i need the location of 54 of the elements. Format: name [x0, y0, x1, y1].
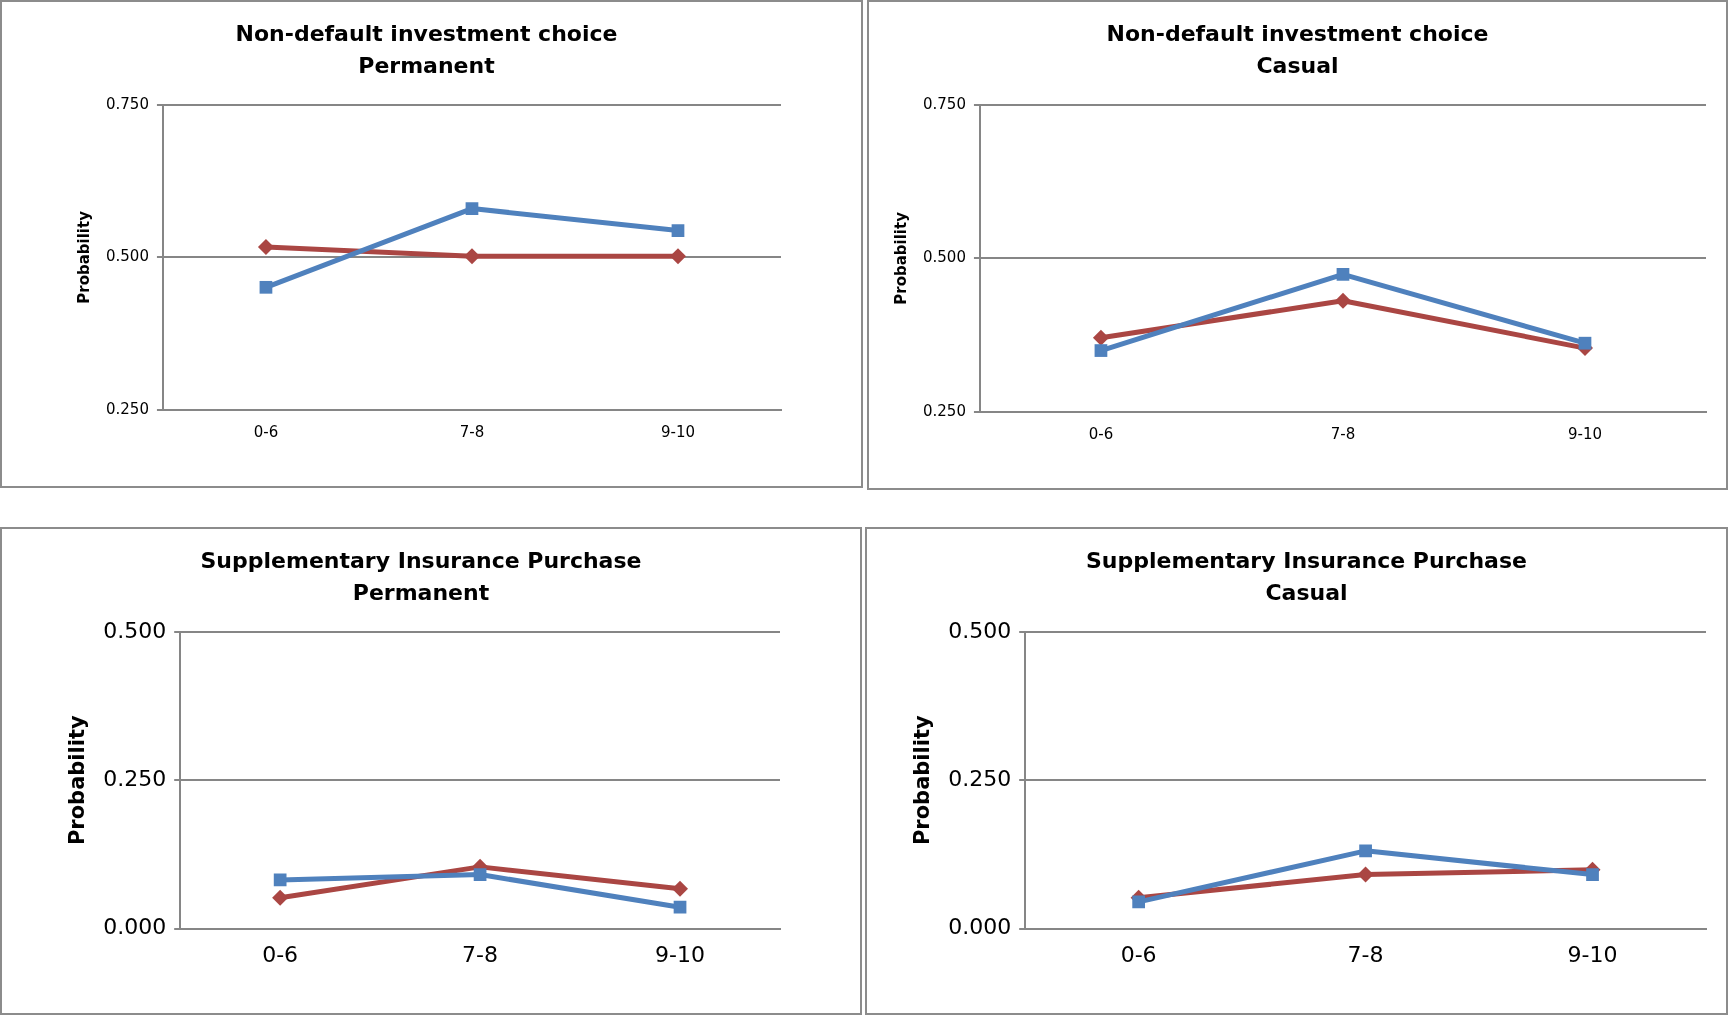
y-tick-label: 0.250	[103, 765, 167, 791]
point	[473, 868, 487, 881]
x-tick-label: 0-6	[262, 941, 299, 967]
chart-title: Supplementary Insurance Purchase	[200, 547, 642, 573]
x-tick-label: 9-10	[1567, 424, 1603, 443]
x-tick-label: 9-10	[655, 941, 705, 967]
point	[1336, 268, 1350, 281]
point	[673, 900, 687, 914]
x-tick-label: 0-6	[1088, 424, 1114, 443]
x-tick-label: 7-8	[1347, 941, 1384, 967]
chart-title: Non-default investment choice	[235, 20, 618, 46]
chart-subtitle: Permanent	[358, 53, 496, 79]
y-tick-label: 0.500	[103, 617, 167, 643]
point	[1586, 868, 1599, 881]
point	[672, 880, 689, 897]
y-tick-label: 0.250	[922, 401, 966, 420]
point	[1359, 844, 1372, 858]
point	[257, 239, 274, 256]
x-tick-label: 0-6	[253, 422, 279, 441]
x-tick-label: 9-10	[660, 422, 696, 441]
chart-title: Supplementary Insurance Purchase	[1086, 547, 1527, 573]
y-tick-label: 0.250	[105, 399, 149, 418]
point	[465, 202, 479, 215]
point	[1132, 895, 1146, 909]
y-axis-title: Probability	[65, 715, 90, 846]
point	[1334, 292, 1351, 309]
point	[671, 224, 685, 237]
chart-subtitle: Permanent	[352, 580, 490, 606]
y-tick-label: 0.500	[948, 617, 1012, 643]
x-tick-label: 7-8	[459, 422, 485, 441]
x-tick-label: 0-6	[1120, 941, 1157, 967]
chart-subtitle: Casual	[1265, 580, 1348, 606]
x-tick-label: 9-10	[1567, 941, 1618, 967]
point	[1578, 336, 1592, 350]
y-axis-title: Probability	[910, 715, 935, 846]
point	[1094, 344, 1108, 357]
y-tick-label: 0.000	[948, 914, 1012, 940]
x-tick-label: 7-8	[1330, 424, 1356, 443]
point	[273, 873, 287, 887]
y-tick-label: 0.750	[105, 94, 149, 113]
point	[259, 280, 273, 294]
y-tick-label: 0.750	[922, 94, 966, 113]
point	[1357, 866, 1374, 883]
y-tick-label: 0.250	[948, 765, 1012, 791]
point	[1092, 329, 1109, 346]
point	[272, 889, 289, 906]
y-axis-title: Probability	[891, 211, 910, 305]
y-tick-label: 0.000	[103, 914, 167, 940]
x-tick-label: 7-8	[462, 941, 499, 967]
y-axis-title: Probability	[74, 210, 93, 304]
chart-title: Non-default investment choice	[1106, 20, 1489, 46]
y-tick-label: 0.500	[105, 247, 149, 266]
y-tick-label: 0.500	[922, 248, 966, 267]
chart-subtitle: Casual	[1256, 53, 1339, 79]
